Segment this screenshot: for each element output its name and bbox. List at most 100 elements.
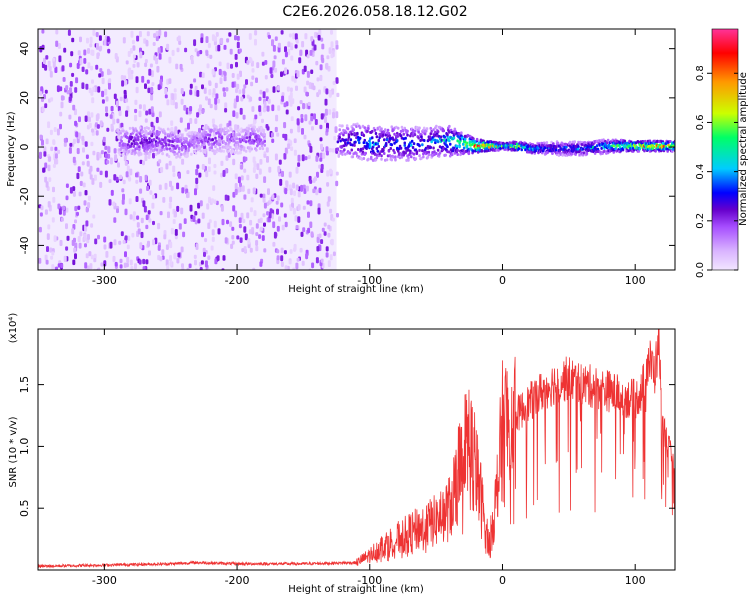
signal-cell [222, 145, 226, 149]
signal-cell [231, 149, 235, 153]
noise-speckle [132, 54, 136, 59]
noise-speckle [173, 252, 177, 260]
signal-cell [166, 127, 170, 131]
noise-speckle [145, 259, 149, 265]
noise-speckle [108, 82, 111, 90]
noise-speckle [96, 167, 100, 172]
noise-speckle [89, 36, 93, 44]
signal-cell [552, 142, 555, 146]
noise-speckle [319, 64, 323, 71]
noise-speckle [172, 219, 176, 225]
signal-cell [356, 122, 359, 126]
signal-cell [430, 140, 433, 144]
noise-speckle [170, 120, 174, 126]
noise-speckle [237, 176, 241, 184]
signal-cell [193, 140, 197, 144]
noise-speckle [150, 106, 154, 113]
signal-cell [184, 149, 187, 153]
noise-speckle [302, 205, 306, 210]
noise-speckle [142, 160, 145, 166]
noise-speckle [79, 231, 83, 237]
signal-cell [396, 131, 399, 135]
noise-speckle [158, 111, 162, 118]
signal-cell [135, 129, 138, 133]
noise-speckle [160, 166, 164, 173]
noise-speckle [155, 57, 159, 65]
noise-speckle [110, 123, 114, 130]
colorbar-tick-label: 0.8 [695, 65, 706, 81]
signal-cell [243, 148, 246, 152]
noise-speckle [85, 207, 89, 213]
signal-cell [180, 142, 184, 146]
noise-speckle [315, 155, 319, 162]
noise-speckle [40, 86, 44, 92]
noise-speckle [292, 32, 296, 40]
noise-speckle [289, 100, 293, 107]
noise-speckle [329, 168, 332, 175]
noise-speckle [238, 89, 242, 94]
noise-speckle [189, 204, 193, 212]
signal-cell [128, 126, 132, 130]
noise-speckle [73, 247, 77, 253]
noise-speckle [73, 237, 76, 243]
noise-speckle [95, 32, 99, 38]
signal-cell [442, 138, 445, 142]
noise-speckle [57, 43, 61, 49]
signal-cell [253, 125, 256, 129]
noise-speckle [323, 222, 327, 227]
noise-speckle [165, 259, 169, 267]
noise-speckle [302, 227, 306, 233]
signal-cell [434, 138, 437, 142]
noise-speckle [122, 193, 125, 201]
noise-speckle [105, 112, 109, 117]
signal-cell [172, 144, 175, 148]
noise-speckle [176, 182, 180, 190]
noise-speckle [287, 41, 291, 48]
signal-cell [358, 136, 362, 140]
noise-speckle [207, 43, 211, 49]
noise-speckle [307, 211, 310, 218]
signal-cell [149, 150, 152, 154]
noise-speckle [44, 162, 48, 169]
signal-cell [178, 150, 181, 154]
noise-speckle [320, 163, 324, 170]
signal-cell [383, 152, 386, 155]
noise-speckle [137, 228, 141, 235]
signal-cell [159, 127, 162, 131]
signal-cell [376, 126, 379, 130]
noise-speckle [169, 255, 172, 262]
noise-speckle [259, 159, 263, 165]
signal-cell [433, 153, 436, 157]
noise-speckle [148, 68, 152, 76]
signal-cell [218, 146, 222, 150]
noise-speckle [43, 151, 47, 157]
signal-cell [458, 145, 461, 149]
noise-speckle [242, 88, 246, 95]
signal-cell [612, 150, 615, 154]
signal-cell [369, 142, 372, 145]
noise-speckle [329, 239, 333, 245]
signal-cell [423, 132, 427, 136]
signal-cell [346, 141, 350, 145]
signal-cell [460, 131, 463, 135]
noise-speckle [126, 256, 130, 264]
noise-speckle [230, 243, 234, 250]
signal-cell [247, 127, 251, 131]
noise-speckle [196, 50, 200, 57]
signal-cell [410, 143, 413, 147]
noise-speckle [255, 232, 259, 237]
noise-speckle [251, 227, 255, 232]
noise-speckle [47, 121, 51, 129]
signal-cell [223, 127, 226, 131]
noise-speckle [304, 33, 308, 40]
noise-speckle [284, 147, 288, 154]
noise-speckle [186, 192, 189, 199]
noise-speckle [253, 160, 257, 168]
noise-speckle [113, 148, 117, 154]
noise-speckle [315, 189, 319, 196]
signal-cell [226, 138, 229, 142]
noise-speckle [239, 107, 243, 115]
signal-cell [388, 134, 392, 138]
noise-speckle [114, 53, 118, 60]
noise-speckle [283, 250, 287, 255]
